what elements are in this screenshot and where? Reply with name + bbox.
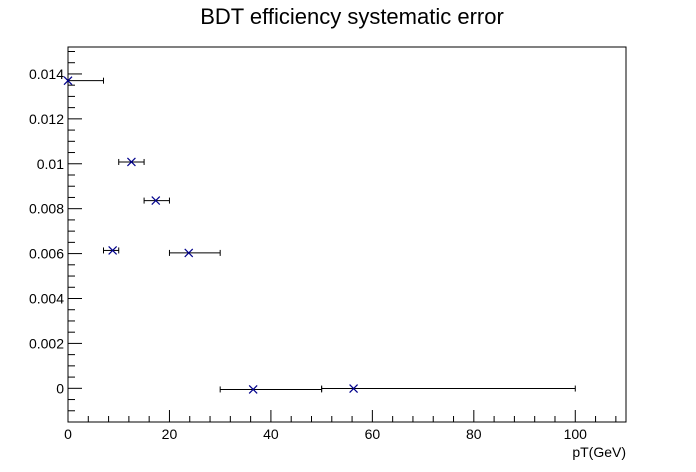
y-tick-label: 0.014 <box>29 66 64 82</box>
point-marker <box>248 385 258 394</box>
x-axis: 0 20 40 60 80 100 <box>64 410 617 442</box>
y-tick-label: 0.004 <box>29 290 64 306</box>
x-tick-label: 100 <box>564 426 588 442</box>
data-point <box>143 196 170 206</box>
data-point <box>321 384 576 393</box>
y-axis: 0 0.002 0.004 0.006 0.008 0.01 0.012 0.014 <box>29 50 82 423</box>
plot-frame <box>67 46 627 423</box>
y-tick-label: 0 <box>56 380 64 396</box>
point-marker <box>184 248 194 258</box>
data-points <box>63 76 576 394</box>
point-marker <box>126 157 136 167</box>
x-tick-label: 80 <box>466 426 482 442</box>
point-marker <box>349 384 359 393</box>
data-point <box>168 248 221 258</box>
data-point <box>118 157 145 167</box>
x-tick-label: 0 <box>64 426 72 442</box>
x-tick-label: 60 <box>365 426 381 442</box>
point-marker <box>151 196 161 206</box>
x-tick-label: 20 <box>162 426 178 442</box>
data-point <box>103 246 120 255</box>
y-tick-label: 0.002 <box>29 335 64 351</box>
chart-title: BDT efficiency systematic error <box>200 4 504 29</box>
y-tick-label: 0.008 <box>29 201 64 217</box>
data-point <box>63 76 105 86</box>
point-marker <box>108 246 118 255</box>
x-tick-label: 40 <box>263 426 279 442</box>
y-tick-label: 0.006 <box>29 246 64 262</box>
data-point <box>219 385 323 394</box>
x-axis-label: pT(GeV) <box>572 444 626 460</box>
point-marker <box>63 76 73 86</box>
y-tick-label: 0.012 <box>29 111 64 127</box>
y-tick-label: 0.01 <box>37 156 64 172</box>
